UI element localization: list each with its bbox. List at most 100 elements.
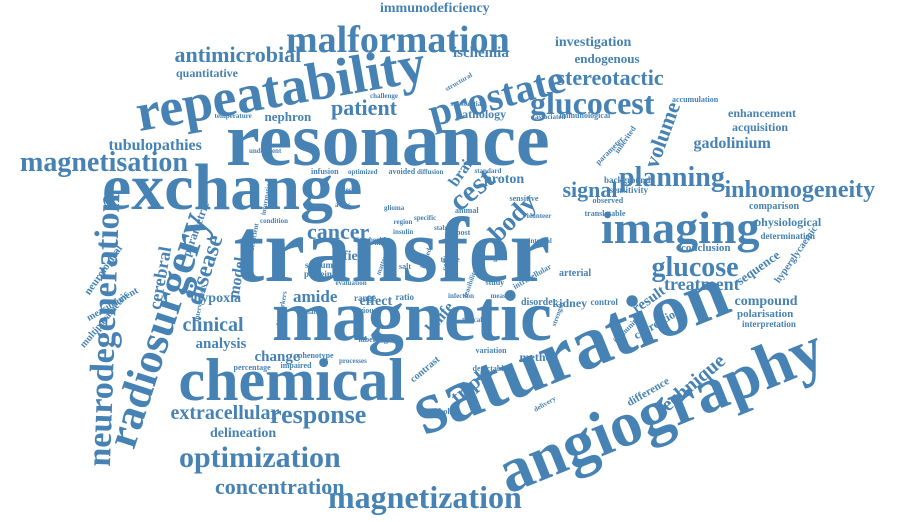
word-insulin: insulin [393, 227, 414, 236]
word-clinical: clinical [182, 314, 244, 336]
word-lesion: lesion [343, 185, 361, 194]
word-endogenous: endogenous [574, 50, 640, 66]
word-substantial: substantial [450, 99, 484, 108]
word-response: response [270, 400, 367, 429]
word-healthy: healthy [369, 235, 392, 244]
word-immunological: immunological [559, 111, 611, 120]
word-immunodeficiency: immunodeficiency [380, 1, 490, 16]
word-ischemia: ischemia [453, 44, 509, 61]
word-volunteer: volunteer [523, 211, 552, 220]
word-measure: measure [490, 291, 516, 300]
word-phenotype: phenotype [298, 351, 334, 360]
word-acquisition: acquisition [732, 120, 789, 134]
word-delineation: delineation [210, 426, 277, 441]
word-investigation: investigation [555, 35, 632, 50]
word-nephron: nephron [264, 108, 312, 124]
word-planning: planning [619, 162, 725, 193]
word-exchange: exchange [102, 151, 363, 224]
word-interpretation: interpretation [742, 318, 796, 329]
word-chemical: chemical [178, 347, 406, 413]
word-specific: specific [414, 213, 437, 222]
word-comparison: comparison [749, 201, 799, 212]
word-transfer: transfer [233, 199, 551, 301]
word-enhancement: enhancement [728, 106, 796, 120]
word-standard: standard [474, 166, 502, 175]
word-stereotactic: stereotactic [556, 65, 664, 90]
word-labelling: labelling [358, 335, 388, 344]
word-resonance: resonance [226, 98, 550, 182]
word-analysis: analysis [195, 335, 247, 352]
word-percentage: percentage [233, 363, 271, 372]
word-effect: effect [359, 294, 393, 309]
word-protein: protein [304, 268, 332, 279]
word-arterial: arterial [559, 268, 592, 279]
word-reliable: reliable [300, 307, 323, 316]
word-ratio: ratio [395, 291, 415, 302]
word-region: region [393, 217, 413, 226]
word-concentration: concentration [215, 474, 345, 499]
word-processes: processes [339, 356, 367, 365]
word-translatable: translatable [584, 209, 626, 218]
word-tissue: tissue [440, 255, 460, 264]
word-proton: proton [484, 172, 525, 187]
word-glioma: glioma [384, 203, 405, 212]
word-sodium: sodium [305, 259, 334, 270]
word-diffusion: diffusion [417, 167, 444, 176]
word-hypoxia: hypoxia [193, 291, 241, 306]
word-extracellular: extracellular [170, 402, 280, 424]
word-mouse: mouse [374, 238, 394, 247]
word-infusion: infusion [311, 167, 339, 176]
word-conclusion: conclusion [681, 241, 731, 254]
word-infection: infection [448, 291, 475, 300]
word-evaluation: evaluation [335, 278, 367, 287]
word-glucocest: glucocest [530, 85, 655, 121]
word-cancer: cancer [307, 219, 370, 244]
word-interval: interval [528, 236, 552, 245]
word-typical: typical [462, 315, 483, 324]
word-determination: determination [760, 230, 816, 241]
word-background: background [604, 174, 651, 185]
word-sensitive: sensitive [509, 194, 539, 203]
word-antimicrobial: antimicrobial [174, 42, 302, 67]
word-post: post [456, 228, 471, 237]
word-treatment: treatment [664, 274, 740, 294]
word-temperature: temperature [214, 111, 252, 120]
word-disorder: disorder [521, 297, 558, 308]
word-animal: animal [455, 206, 479, 215]
word-accumulation: accumulation [672, 95, 719, 104]
word-avms: avms [335, 200, 351, 209]
word-glucose: glucose [651, 252, 739, 283]
word-salt: salt [399, 262, 411, 271]
word-inhomogeneity: inhomogeneity [724, 177, 876, 203]
word-change: change [254, 348, 300, 365]
word-condition: condition [260, 216, 289, 225]
word-study: study [485, 278, 505, 287]
word-compound: compound [734, 294, 798, 309]
word-range: range [354, 292, 376, 303]
word-malformation: malformation [286, 19, 510, 61]
word-target: target [483, 253, 504, 262]
word-underwent: underwent [249, 146, 282, 155]
word-amide: amide [293, 286, 338, 306]
word-method: method [519, 350, 559, 364]
word-tubulopathies: tubulopathies [108, 137, 202, 154]
word-detectable: detectable [472, 364, 508, 373]
word-kidney: kidney [552, 296, 588, 310]
word-observed: observed [592, 196, 624, 205]
word-avoided: avoided [388, 167, 416, 176]
word-optimization: optimization [179, 441, 341, 474]
word-challenge: challenge [370, 91, 398, 100]
word-imaging: imaging [601, 202, 760, 253]
word-stable: stable [434, 223, 452, 232]
word-magnetisation: magnetisation [20, 147, 188, 178]
word-polarisation: polarisation [737, 307, 794, 320]
word-quantitative: quantitative [176, 66, 239, 80]
word-magnetic: magnetic [272, 276, 552, 356]
word-impaired: impaired [280, 361, 312, 370]
word-optimized: optimized [348, 167, 378, 176]
word-physiological: physiological [754, 215, 822, 229]
word-sensitivity: sensitivity [609, 184, 649, 195]
word-various: various [351, 306, 377, 315]
word-patient: patient [331, 95, 397, 120]
